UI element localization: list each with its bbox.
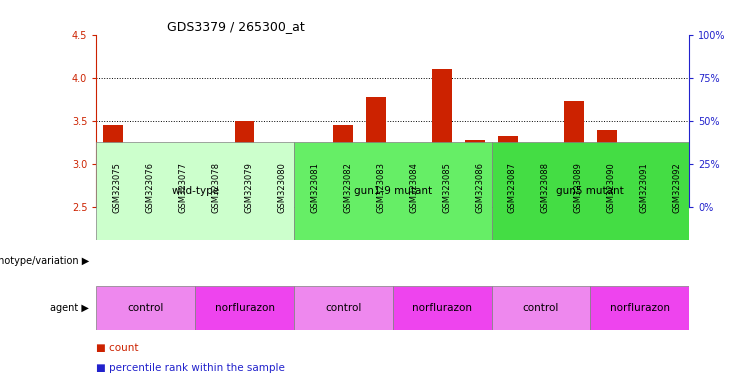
Text: wild-type: wild-type [171,186,219,196]
Bar [294,286,393,330]
Text: GSM323086: GSM323086 [475,162,484,213]
Text: GSM323092: GSM323092 [673,162,682,213]
Text: control: control [325,303,362,313]
Text: GSM323087: GSM323087 [508,162,517,213]
Text: gun5 mutant: gun5 mutant [556,186,624,196]
Text: norflurazon: norflurazon [610,303,670,313]
Bar [498,136,518,207]
Bar [491,142,689,240]
Bar [564,101,584,207]
Text: agent ▶: agent ▶ [50,303,89,313]
Text: GSM323077: GSM323077 [179,162,187,213]
Text: GSM323083: GSM323083 [376,162,385,213]
Text: norflurazon: norflurazon [215,303,274,313]
Text: ■ percentile rank within the sample: ■ percentile rank within the sample [96,362,285,372]
Bar [366,97,386,207]
Bar [235,121,254,207]
Bar [465,140,485,207]
Text: GSM323076: GSM323076 [146,162,155,213]
Text: GSM323075: GSM323075 [113,162,122,213]
Bar [491,286,591,330]
Bar [432,69,452,207]
Text: norflurazon: norflurazon [412,303,472,313]
Text: ■ count: ■ count [96,343,139,353]
Text: control: control [127,303,164,313]
Bar [268,160,288,207]
Text: GSM323078: GSM323078 [212,162,221,213]
Bar [393,286,491,330]
Text: genotype/variation ▶: genotype/variation ▶ [0,256,89,266]
Bar [333,125,353,207]
Bar [630,153,650,207]
Text: control: control [522,303,559,313]
Bar [96,286,195,330]
Bar [202,163,222,207]
Text: GSM323080: GSM323080 [277,162,287,213]
Bar [294,142,491,240]
Bar [96,142,294,240]
Bar [662,182,682,207]
Text: GSM323089: GSM323089 [574,162,583,213]
Text: GSM323079: GSM323079 [245,162,253,213]
Bar [136,160,156,207]
Bar [195,286,294,330]
Text: GSM323085: GSM323085 [442,162,451,213]
Text: GSM323081: GSM323081 [310,162,319,213]
Bar [591,286,689,330]
Text: GSM323090: GSM323090 [607,162,616,213]
Bar [531,156,551,207]
Bar [103,125,123,207]
Text: GSM323088: GSM323088 [541,162,550,213]
Bar [597,130,617,207]
Bar [399,203,419,207]
Bar [301,151,320,207]
Bar [169,175,188,207]
Text: GSM323082: GSM323082 [343,162,352,213]
Text: GDS3379 / 265300_at: GDS3379 / 265300_at [167,20,305,33]
Text: GSM323084: GSM323084 [409,162,418,213]
Text: GSM323091: GSM323091 [639,162,648,213]
Text: gun1-9 mutant: gun1-9 mutant [353,186,432,196]
